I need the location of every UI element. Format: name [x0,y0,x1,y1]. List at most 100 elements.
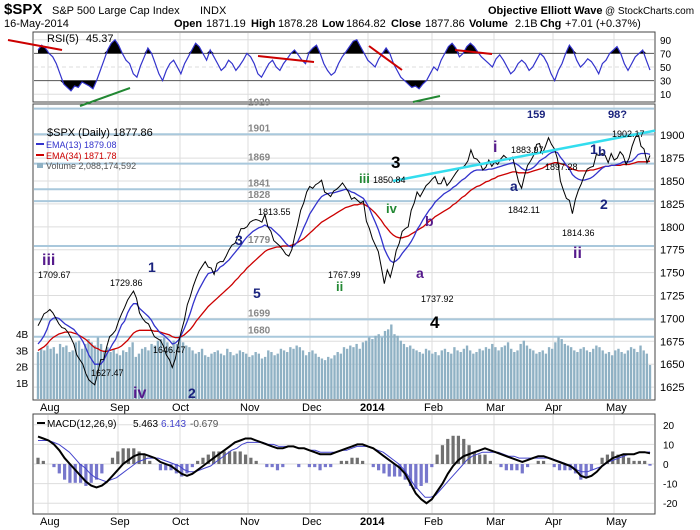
volume-bar [434,352,437,399]
volume-bar [197,352,201,399]
wave-label: iii [42,252,55,269]
wave-label: b [425,213,434,229]
volume-bar [112,348,115,399]
volume-bar [58,343,62,399]
macd-histogram-bar [238,451,242,464]
volume-bar [626,350,630,399]
macd-histogram-bar [217,451,221,464]
volume-bar [263,356,267,399]
volume-bar [437,355,440,399]
volume-bar [431,353,434,399]
volume-bar [478,348,481,399]
price-label: 1813.55 [258,207,291,217]
rsi-divergence-line [7,39,63,51]
volume-bar [317,356,320,399]
volume-bar [487,348,491,399]
macd-tick-label: 0 [663,460,669,471]
volume-bar [358,348,361,399]
volume-bar [633,348,636,399]
axis-labels: AugAugSepSepOctOctNovNovDecDec20142014Fe… [16,36,684,528]
volume-bar [327,356,330,399]
macd-histogram-bar [158,464,162,471]
volume-bar [424,348,428,399]
x-tick-label-bottom: Nov [240,516,260,528]
volume-bar [52,347,55,399]
macd-histogram-bar [350,457,354,464]
volume-bar [544,353,548,399]
macd-histogram-bar [249,457,253,464]
volume-bar [77,340,81,399]
volume-bar [330,358,333,399]
macd-histogram-bar [605,454,610,464]
macd-histogram-bar [148,460,152,464]
volume-bar [93,345,96,399]
volume-bar [412,348,415,399]
price-tick-label: 1750 [660,268,684,280]
volume-bar [150,343,153,399]
macd-histogram-bar [190,464,194,468]
volume-bar [147,350,150,399]
volume-bar [579,348,582,399]
volume-bar [450,353,453,399]
x-tick-label-bottom: Feb [424,516,443,528]
price-label: 1883.97 [511,145,544,155]
volume-bar [525,345,529,399]
macd-histogram-bar [63,464,67,480]
fib-level-label: 1869 [248,153,271,164]
volume-bar [140,348,144,399]
price-tick-label: 1825 [660,199,684,211]
volume-bar [528,348,532,399]
macd-histogram-bar [41,460,45,464]
x-tick-label: Oct [172,402,189,414]
volume-bar [636,352,639,399]
volume-bar [361,342,365,399]
volume-bar [267,350,270,399]
volume-bar [557,337,560,399]
volume-bar [339,353,343,399]
price-series-label: $SPX (Daily) 1877.86 [47,127,153,139]
volume-bar [241,352,245,399]
price-label: 1709.67 [38,270,71,280]
volume-bar [273,355,276,399]
volume-bar [551,348,554,399]
volume-bar [109,352,112,399]
volume-bar [573,350,576,399]
volume-bar [396,335,399,399]
volume-bar [238,350,242,399]
macd-histogram-bar [446,438,450,464]
volume-bar [440,350,443,399]
volume-bar [371,339,374,399]
volume-bar [503,345,507,399]
wave-label: 3 [235,232,243,248]
macd-histogram-bar [281,464,285,468]
volume-bar [194,353,197,399]
volume-bars [36,324,652,399]
macd-histogram-bar [100,464,104,474]
macd-legend: MACD(12,26,9) 5.463 6.143 -0.679 [37,419,219,430]
volume-bar [642,350,645,399]
volume-bar [364,340,368,399]
macd-histogram-bar [126,448,131,464]
macd-histogram-bar [89,464,93,483]
price-tick-label: 1700 [660,313,684,325]
volume-bar [166,342,169,399]
volume-bar [506,342,510,399]
volume-bar [65,345,68,399]
exchange-label: INDX [200,5,227,17]
macd-histogram-bar [382,464,386,474]
volume-bar [459,352,462,399]
volume-bar [554,342,557,399]
volume-tick-label: 4B [16,330,29,341]
volume-bar [648,364,652,399]
macd-histogram-bar [462,438,466,464]
fib-level-label: 1901 [248,123,271,134]
volume-bar [245,353,248,399]
macd-histogram-bar [270,464,274,468]
volume-bar [181,342,185,399]
price-label: 1902.17 [612,129,645,139]
wave-label: 4 [430,313,440,332]
macd-histogram-bar [616,454,620,464]
volume-bar [465,345,469,399]
volume-bar [137,353,141,399]
volume-bar [226,348,229,399]
